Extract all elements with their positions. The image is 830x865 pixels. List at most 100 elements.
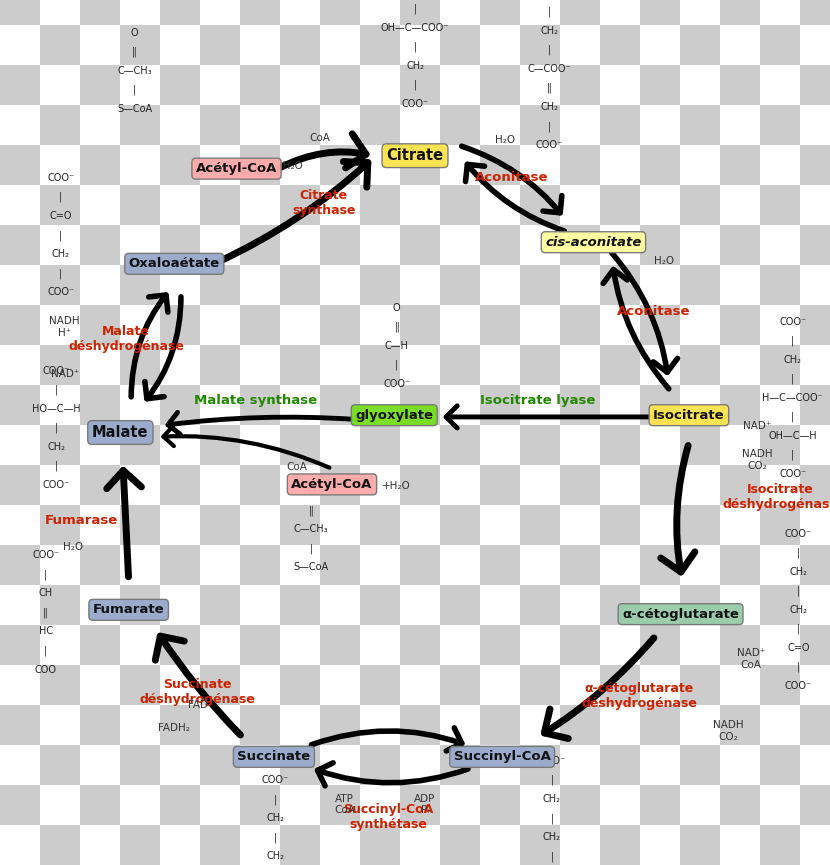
Bar [200, 545, 240, 585]
Bar [480, 105, 520, 145]
Text: O: O [393, 303, 401, 313]
Bar [520, 425, 560, 465]
Text: COO⁻: COO⁻ [262, 775, 289, 785]
Bar [120, 185, 160, 225]
Bar [720, 425, 760, 465]
Bar [640, 265, 680, 305]
Bar [160, 545, 200, 585]
Bar [560, 785, 600, 825]
Text: NADH
H⁺: NADH H⁺ [50, 317, 80, 337]
Bar [800, 465, 830, 505]
Bar [400, 265, 440, 305]
Bar [320, 425, 360, 465]
Bar [520, 305, 560, 345]
Bar [600, 105, 640, 145]
Text: CH₂: CH₂ [51, 249, 70, 260]
Bar [800, 585, 830, 625]
Bar [320, 825, 360, 865]
Bar [560, 625, 600, 665]
Bar [360, 305, 400, 345]
Bar [40, 665, 80, 705]
Bar [480, 825, 520, 865]
Bar [680, 65, 720, 105]
Bar [360, 585, 400, 625]
Bar [40, 145, 80, 185]
Bar [520, 185, 560, 225]
Bar [640, 545, 680, 585]
Bar [600, 505, 640, 545]
Text: CH₂: CH₂ [789, 605, 808, 615]
Text: ATP
CoA: ATP CoA [334, 794, 355, 815]
Bar [600, 25, 640, 65]
Bar [680, 185, 720, 225]
Bar [560, 465, 600, 505]
Bar [520, 65, 560, 105]
Bar [80, 785, 120, 825]
Bar [40, 385, 80, 425]
Bar [760, 785, 800, 825]
Text: |: | [413, 80, 417, 90]
Bar [760, 665, 800, 705]
Text: |: | [413, 42, 417, 52]
Bar [560, 345, 600, 385]
Bar [240, 185, 280, 225]
Bar [320, 465, 360, 505]
Bar [40, 225, 80, 265]
Bar [160, 265, 200, 305]
Bar [120, 305, 160, 345]
Bar [640, 345, 680, 385]
Bar [520, 745, 560, 785]
Bar [640, 625, 680, 665]
Text: NAD⁺: NAD⁺ [51, 368, 79, 379]
Bar [520, 385, 560, 425]
Bar [720, 745, 760, 785]
Text: COO⁻: COO⁻ [785, 681, 812, 691]
Text: Acétyl-CoA: Acétyl-CoA [196, 162, 277, 176]
Bar [640, 785, 680, 825]
Bar [640, 465, 680, 505]
Text: C—CH₃: C—CH₃ [117, 66, 152, 76]
Bar [40, 825, 80, 865]
Text: C—COO⁻: C—COO⁻ [528, 64, 571, 74]
Bar [40, 425, 80, 465]
Bar [200, 665, 240, 705]
Bar [720, 785, 760, 825]
Bar [600, 305, 640, 345]
Bar [0, 545, 40, 585]
Bar [320, 25, 360, 65]
Bar [520, 465, 560, 505]
Bar [160, 665, 200, 705]
Bar [720, 625, 760, 665]
Bar [800, 385, 830, 425]
Bar [640, 425, 680, 465]
Bar [120, 345, 160, 385]
Bar [240, 825, 280, 865]
Bar [560, 225, 600, 265]
Bar [120, 65, 160, 105]
Bar [520, 505, 560, 545]
Text: FADH₂: FADH₂ [159, 723, 190, 734]
Text: NADH
CO₂: NADH CO₂ [742, 450, 772, 471]
Text: |: | [274, 794, 277, 804]
Text: |: | [791, 450, 794, 460]
Bar [360, 385, 400, 425]
Bar [520, 25, 560, 65]
Bar [280, 345, 320, 385]
Bar [680, 625, 720, 665]
Bar [520, 545, 560, 585]
Bar [440, 825, 480, 865]
Bar [640, 65, 680, 105]
Text: CH₂: CH₂ [540, 26, 559, 36]
Bar [600, 0, 640, 25]
Bar [360, 345, 400, 385]
Bar [40, 0, 80, 25]
Bar [600, 745, 640, 785]
Bar [0, 0, 40, 25]
Text: COO⁻: COO⁻ [402, 99, 428, 109]
Bar [120, 265, 160, 305]
Bar [680, 705, 720, 745]
Bar [80, 585, 120, 625]
Bar [160, 505, 200, 545]
Bar [800, 545, 830, 585]
Bar [520, 705, 560, 745]
